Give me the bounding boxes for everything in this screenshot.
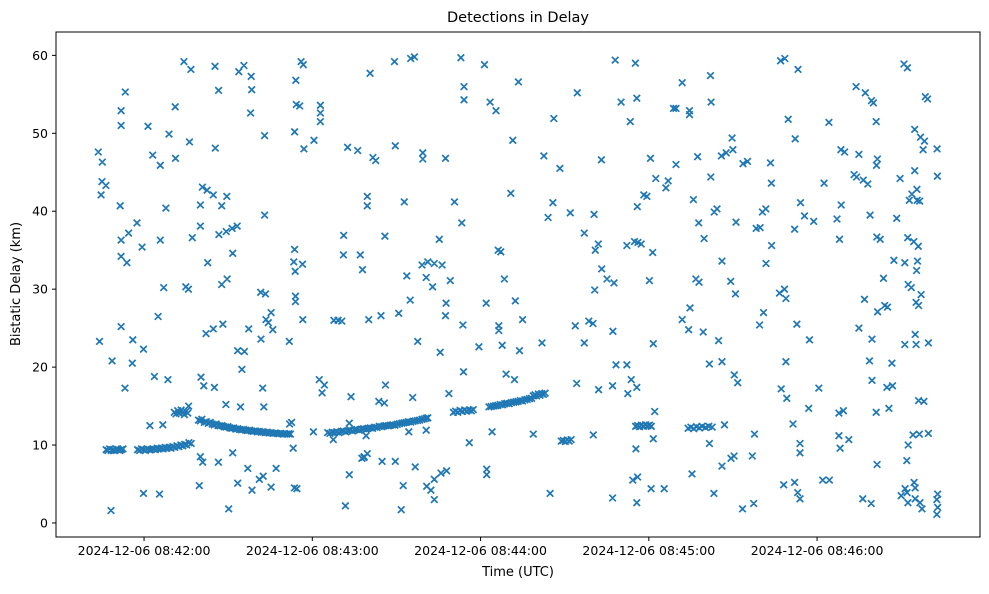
plot-frame — [55, 31, 981, 538]
y-tick-label: 50 — [32, 126, 48, 141]
y-tick-label: 60 — [32, 48, 48, 63]
x-tick-label: 2024-12-06 08:46:00 — [751, 543, 884, 558]
y-tick-label: 40 — [32, 204, 48, 219]
x-tick-label: 2024-12-06 08:45:00 — [582, 543, 715, 558]
y-tick-label: 0 — [40, 515, 48, 530]
y-tick-label: 20 — [32, 360, 48, 375]
x-axis-label: Time (UTC) — [481, 565, 554, 580]
x-tick-label: 2024-12-06 08:44:00 — [414, 543, 547, 558]
y-tick-label: 30 — [32, 282, 48, 297]
chart-title: Detections in Delay — [447, 10, 589, 26]
plot-area: 2024-12-06 08:42:00 2024-12-06 08:43:00 20… — [32, 31, 981, 558]
scatter-points — [94, 52, 942, 519]
x-tick-label: 2024-12-06 08:43:00 — [246, 543, 379, 558]
y-axis-label: Bistatic Delay (km) — [9, 222, 24, 346]
x-tick-label: 2024-12-06 08:42:00 — [78, 543, 211, 558]
y-tick-label: 10 — [32, 438, 48, 453]
